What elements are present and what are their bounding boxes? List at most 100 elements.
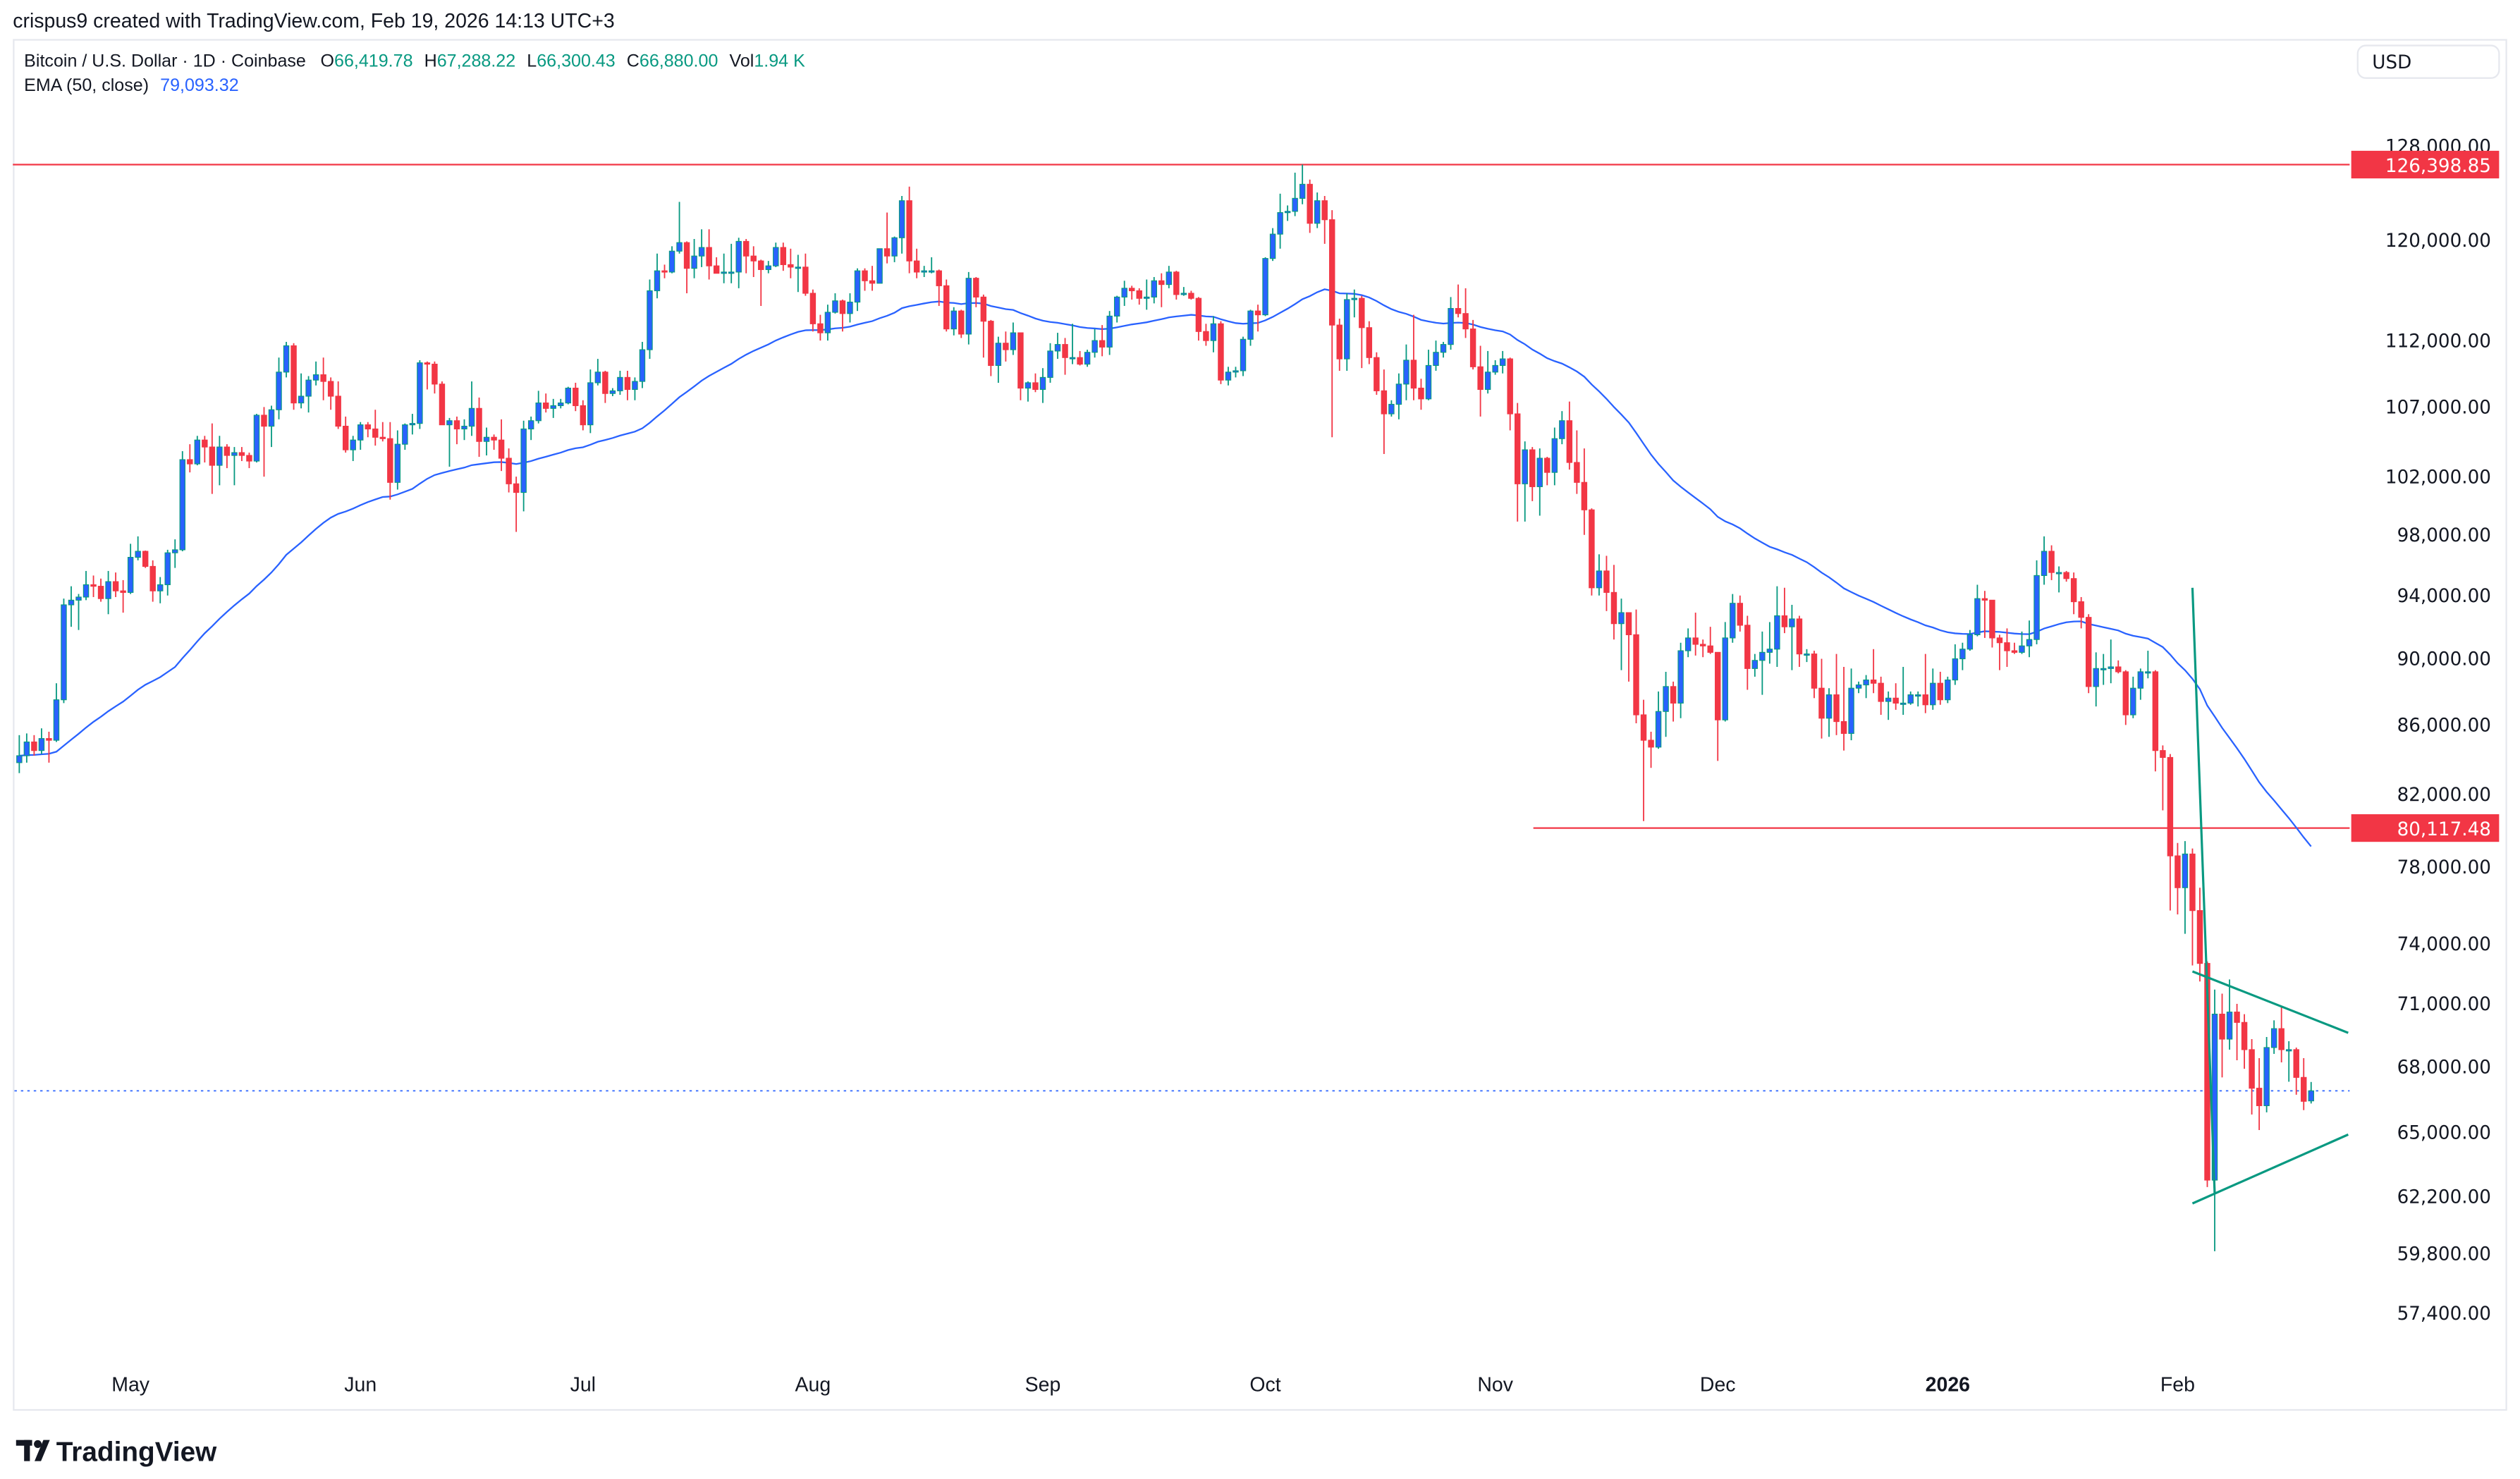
candle-body [1403,360,1409,385]
candle [565,386,571,405]
high-label: H [424,51,437,70]
time-tick-label: 2026 [1926,1373,1970,1396]
candle-body [261,415,267,427]
candle [1640,699,1647,821]
open-value: 66,419.78 [334,51,412,70]
candle-body [573,387,579,407]
plot-area[interactable] [13,164,2350,1251]
candle-body [2078,601,2084,618]
candle-body [958,310,965,335]
candle [1069,324,1076,364]
candle-body [1574,462,1580,483]
candle-body [1173,271,1180,295]
candle-body [2137,671,2144,689]
candle-body [1663,686,1669,712]
candle [2055,566,2062,593]
candle-body [721,271,727,274]
candle-body [854,270,861,303]
candle-body [1321,200,1328,221]
candle [1121,281,1127,306]
level-price-text: 126,398.85 [2385,156,2491,177]
price-axis[interactable]: 128,000.00120,000.00112,000.00107,000.00… [2385,137,2491,1325]
currency-button[interactable]: USD [2356,44,2500,79]
candle-body [713,265,720,274]
candle [402,423,408,450]
candle [862,268,868,291]
candle-body [1395,383,1402,405]
trendline[interactable] [2191,1133,2349,1205]
candle-body [1284,211,1291,214]
candle [46,731,52,763]
candle-body [1922,694,1928,706]
candle [1440,341,1447,358]
candle [1455,284,1462,318]
candle [1878,676,1884,716]
time-tick-label: Nov [1477,1373,1513,1396]
candle [854,268,861,312]
level-price-label: 80,117.48 [2351,814,2500,842]
candle-body [2263,1047,2270,1107]
candle-body [1003,343,1009,350]
candle-body [862,270,868,281]
candle [127,544,134,594]
tradingview-logo[interactable]: TradingView [16,1437,217,1468]
candle-body [1024,382,1032,389]
candle-body [172,549,178,553]
time-tick-label: Oct [1249,1373,1280,1396]
price-tick-label: 68,000.00 [2397,1057,2491,1078]
candle-body [2293,1049,2299,1078]
candle [409,414,416,435]
candle [1536,448,1543,516]
candle [706,229,712,280]
candle-body [164,552,171,586]
candle-body [1477,366,1484,391]
candle [1825,688,1833,737]
candle [869,266,876,291]
trendline[interactable] [2191,587,2216,1194]
candle [1715,651,1721,761]
candle [1233,367,1239,378]
candle [1892,683,1899,710]
candle [2278,1005,2284,1063]
candle [1766,622,1773,664]
candle-body [1677,650,1684,704]
candle [2167,754,2174,911]
candle [1559,411,1565,445]
trendline[interactable] [2191,970,2349,1034]
candle-body [1091,340,1098,353]
candle-body [683,242,690,269]
candle-body [2011,650,2018,653]
candle [1789,604,1795,670]
candle-body [1062,344,1068,358]
candle-body [1254,310,1261,316]
candle [2226,979,2233,1050]
candle-body [320,374,326,382]
candle-body [82,584,90,598]
candle-body [283,345,290,373]
candle [1336,319,1342,371]
candle [1759,631,1766,695]
candle-body [558,403,564,407]
candle [1566,401,1573,470]
candle [558,398,564,409]
candle-body [335,395,341,427]
candle [1499,350,1506,374]
candle [1900,667,1907,716]
candle-body [928,270,935,273]
candle [1284,205,1291,221]
candle [1848,668,1854,741]
candle [1774,586,1780,668]
candle-body [2249,1049,2255,1089]
time-axis[interactable]: May Jun Jul Aug Sep Oct Nov Dec 2026 Feb [111,1373,2195,1396]
candle-body [1299,183,1306,199]
candle-body [1314,200,1321,224]
candle-body [1522,449,1528,484]
candle-body [2055,572,2062,575]
candle [520,420,527,512]
candle [758,259,764,306]
candle-body [1418,387,1424,400]
candle-body [350,439,356,450]
candle-body [402,424,408,445]
candle-body [1915,694,1921,697]
candle [2122,670,2129,725]
